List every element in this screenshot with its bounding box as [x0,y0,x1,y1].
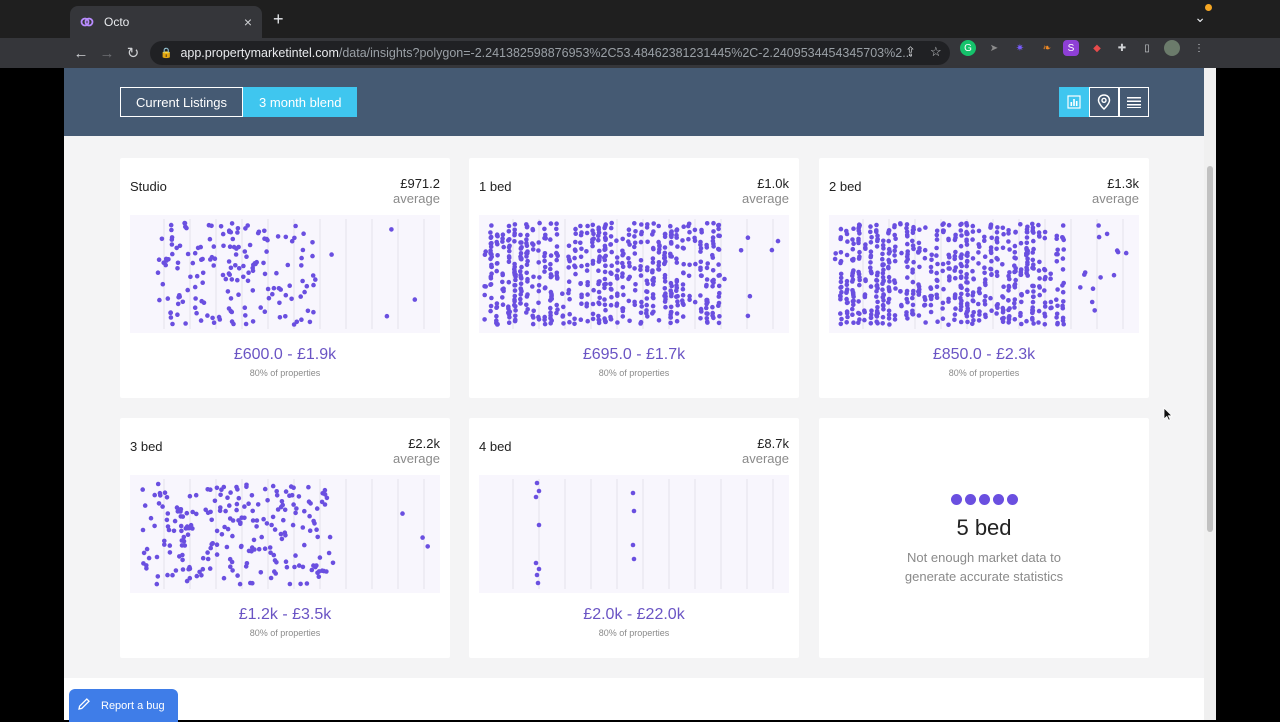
studio-card: Studio £971.2 average £600.0 - £1.9k 80% … [120,158,450,398]
pencil-icon [77,697,91,714]
extensions-puzzle-icon[interactable]: ✚ [1117,42,1127,54]
new-tab-button[interactable]: + [273,9,284,29]
average-label: average [393,451,440,466]
card-title: 3 bed [130,439,163,454]
window-gutter [1216,68,1280,720]
page-content: Current Listings 3 month blend Studio £9… [64,68,1204,720]
average-value: £1.3k [1107,176,1139,191]
card-title: 2 bed [829,179,862,194]
price-range-caption: 80% of properties [249,368,321,378]
tab-close-icon[interactable]: × [243,14,252,30]
list-icon[interactable] [1119,87,1149,117]
footer-band [64,678,1204,720]
average-label: average [742,191,789,206]
card-average: £971.2 average [393,176,440,206]
card-title: 1 bed [479,179,512,194]
recording-indicator [1205,4,1212,11]
card-average: £2.2k average [393,436,440,466]
card-average: £8.7k average [742,436,789,466]
card-average: £1.3k average [1092,176,1139,206]
price-distribution-plot [479,215,789,333]
average-value: £971.2 [400,176,440,191]
average-label: average [1092,191,1139,206]
reload-icon[interactable]: ↻ [126,45,140,62]
price-distribution-plot [479,475,789,593]
grammarly-extension-icon[interactable]: G [960,40,976,56]
listing-mode-toggle: Current Listings 3 month blend [120,87,358,117]
address-bar[interactable]: 🔒 app.propertymarketintel.com/data/insig… [150,41,950,65]
map-pin-icon[interactable] [1089,87,1119,117]
current-listings-button[interactable]: Current Listings [120,87,244,117]
extension-s-icon[interactable]: S [1063,40,1079,56]
report-bug-label: Report a bug [101,699,165,712]
price-range: £2.0k - £22.0k [583,606,685,623]
profile-avatar[interactable] [1164,40,1180,56]
forward-icon[interactable]: → [99,44,115,62]
average-value: £1.0k [757,176,789,191]
browser-menu-icon[interactable]: ⋮ [1194,42,1204,54]
three-bed-card: 3 bed £2.2k average £1.2k - £3.5k 80% of … [120,418,450,658]
price-range-caption: 80% of properties [948,368,1020,378]
scrollbar-thumb[interactable] [1207,166,1213,532]
browser-toolbar: ← → ↻ 🔒 app.propertymarketintel.com/data… [0,38,1280,68]
card-title: 5 bed [956,515,1012,540]
url-path: /data/insights?polygon=-2.24138259887695… [338,46,913,60]
back-icon[interactable]: ← [73,44,89,62]
extension-badge-icon[interactable]: ◆ [1093,42,1101,54]
report-bug-button[interactable]: Report a bug [69,689,178,722]
insufficient-data-message: Not enough market data to generate accur… [904,550,1064,584]
url-host: app.propertymarketintel.com [180,46,339,60]
card-average: £1.0k average [742,176,789,206]
tab-search-icon[interactable]: ⌄ [1194,9,1206,25]
price-distribution-plot [130,215,440,333]
price-range-caption: 80% of properties [249,628,321,638]
price-distribution-plot [130,475,440,593]
side-panel-icon[interactable]: ▯ [1144,42,1150,54]
share-icon[interactable]: ⇪ [905,44,916,59]
dots-icon [819,494,1149,505]
extension-burst-icon[interactable]: ✷ [1015,42,1025,54]
lock-icon: 🔒 [160,47,173,59]
two-bed-card: 2 bed £1.3k average £850.0 - £2.3k 80% of… [819,158,1149,398]
view-toggle [1059,87,1149,117]
five-bed-card: 5 bed Not enough market data to generate… [819,418,1149,658]
price-range-caption: 80% of properties [598,368,670,378]
average-value: £8.7k [757,436,789,451]
price-range: £600.0 - £1.9k [233,346,337,363]
average-label: average [393,191,440,206]
price-distribution-plot [829,215,1139,333]
bookmark-star-icon[interactable]: ☆ [930,44,942,59]
tab-title: Octo [104,15,130,29]
octo-favicon-icon [80,15,94,29]
page-scrollbar[interactable] [1204,68,1216,720]
price-range-caption: 80% of properties [598,628,670,638]
extension-leaf-icon[interactable]: ❧ [1042,42,1052,54]
browser-tab-strip: Octo × + ⌄ [0,0,1280,38]
average-label: average [742,451,789,466]
bar-chart-icon[interactable] [1059,87,1089,117]
average-value: £2.2k [408,436,440,451]
four-bed-card: 4 bed £8.7k average £2.0k - £22.0k 80% of… [469,418,799,658]
price-range: £695.0 - £1.7k [582,346,686,363]
one-bed-card: 1 bed £1.0k average £695.0 - £1.7k 80% of… [469,158,799,398]
browser-tab[interactable]: Octo × [70,6,262,38]
price-range: £1.2k - £3.5k [238,606,332,623]
card-title: 4 bed [479,439,512,454]
insights-header: Current Listings 3 month blend [64,68,1204,136]
price-range: £850.0 - £2.3k [932,346,1036,363]
extension-arrow-icon[interactable]: ➤ [989,42,999,54]
mouse-cursor-icon [1163,407,1173,421]
three-month-blend-button[interactable]: 3 month blend [243,87,358,117]
card-title: Studio [130,179,167,194]
